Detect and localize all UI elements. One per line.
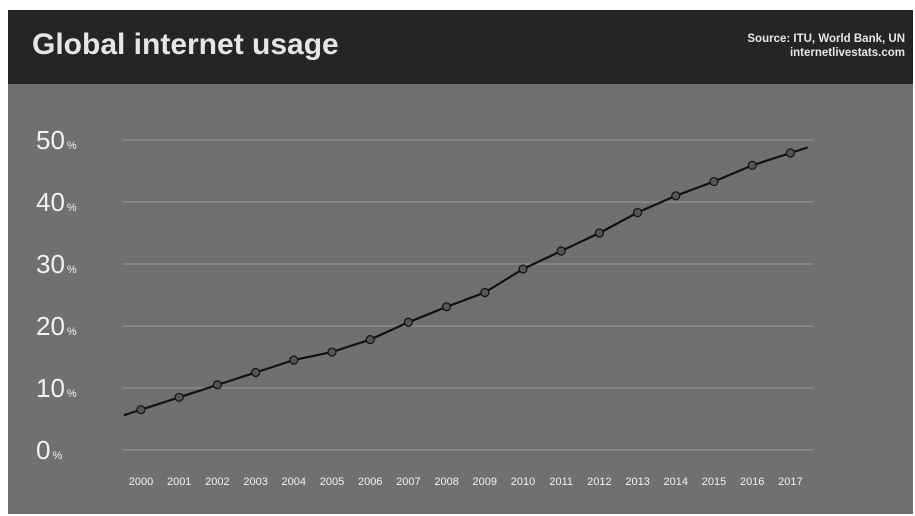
x-tick-label-2012: 2012 bbox=[587, 476, 611, 488]
y-tick-label-30: 30% bbox=[36, 249, 77, 279]
x-tick-label-2004: 2004 bbox=[282, 476, 306, 488]
data-point-2006 bbox=[365, 335, 375, 345]
data-point-2007 bbox=[403, 317, 413, 327]
x-tick-label-2015: 2015 bbox=[702, 476, 726, 488]
data-point-2011 bbox=[556, 246, 566, 256]
data-point-2012 bbox=[594, 228, 605, 238]
x-tick-label-2007: 2007 bbox=[396, 476, 420, 488]
data-point-2008 bbox=[442, 302, 452, 312]
y-tick-label-0: 0% bbox=[36, 435, 62, 465]
y-tick-label-20: 20% bbox=[36, 311, 77, 341]
data-point-2016 bbox=[747, 160, 757, 171]
data-point-2003 bbox=[251, 367, 261, 378]
x-tick-label-2000: 2000 bbox=[129, 476, 153, 488]
data-point-2010 bbox=[518, 264, 528, 274]
line-chart: 0 % 10 % 20 % 30 % 40 % 50 % 2000 2001 2002 2003 2004 200… bbox=[36, 125, 813, 488]
data-point-2013 bbox=[632, 207, 643, 218]
x-tick-label-2003: 2003 bbox=[243, 476, 267, 488]
x-tick-label-2013: 2013 bbox=[625, 476, 649, 488]
source-note: Source: ITU, World Bank, UN internetlive… bbox=[747, 32, 905, 60]
series-line bbox=[123, 146, 808, 417]
data-point-2015 bbox=[709, 176, 719, 187]
data-point-2000 bbox=[136, 405, 146, 415]
y-tick-label-40: 40% bbox=[36, 187, 77, 217]
chart-header: Global internet usage Source: ITU, World… bbox=[8, 10, 913, 84]
data-point-2005 bbox=[327, 347, 337, 357]
x-tick-label-2006: 2006 bbox=[358, 476, 382, 488]
data-point-2009 bbox=[480, 287, 490, 298]
source-line-2: internetlivestats.com bbox=[789, 47, 905, 59]
x-tick-label-2016: 2016 bbox=[740, 476, 764, 488]
x-tick-label-2002: 2002 bbox=[205, 476, 229, 488]
x-tick-label-2011: 2011 bbox=[549, 476, 573, 488]
x-tick-label-2005: 2005 bbox=[320, 476, 344, 488]
chart-panel: Global internet usage Source: ITU, World… bbox=[8, 10, 913, 514]
data-point-2004 bbox=[289, 355, 299, 365]
x-tick-label-2014: 2014 bbox=[664, 476, 688, 488]
y-tick-label-50: 50% bbox=[36, 125, 77, 155]
x-tick-label-2001: 2001 bbox=[167, 476, 191, 488]
data-point-2001 bbox=[174, 392, 184, 402]
x-tick-label-2017: 2017 bbox=[778, 476, 802, 488]
chart-title: Global internet usage bbox=[32, 28, 339, 61]
data-point-2017 bbox=[785, 148, 796, 158]
data-point-2014 bbox=[671, 191, 681, 201]
data-point-2002 bbox=[212, 380, 222, 390]
y-tick-label-10: 10% bbox=[36, 373, 77, 403]
x-tick-label-2008: 2008 bbox=[434, 476, 458, 488]
x-tick-label-2009: 2009 bbox=[473, 476, 497, 488]
source-line-1: Source: ITU, World Bank, UN bbox=[747, 33, 905, 45]
x-tick-label-2010: 2010 bbox=[511, 476, 535, 488]
